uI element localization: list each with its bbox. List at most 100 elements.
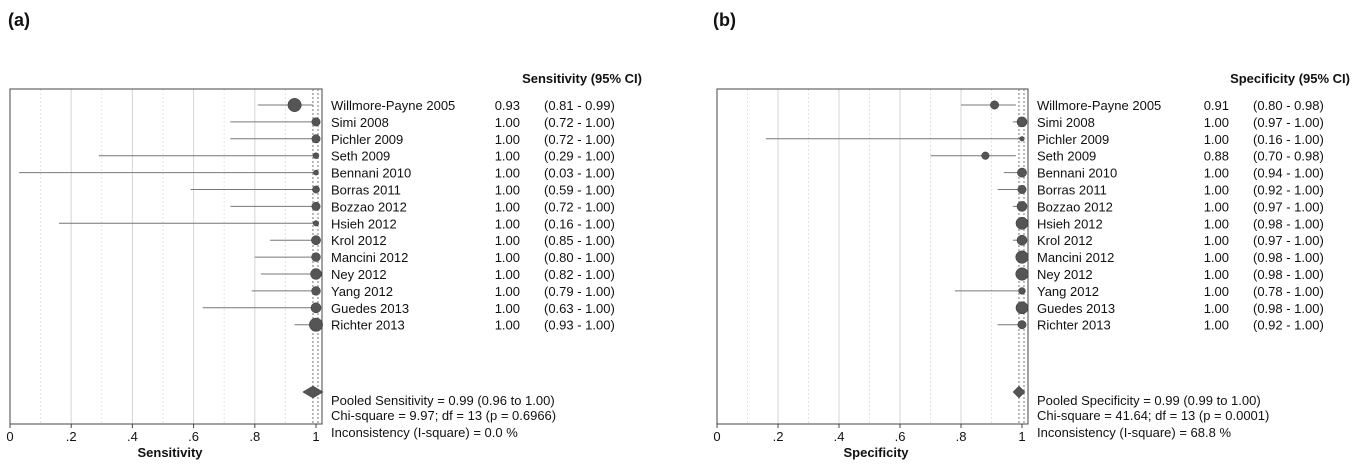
summary-line: Pooled Sensitivity = 0.99 (0.96 to 1.00) (331, 393, 555, 408)
study-estimate: 1.00 (1204, 301, 1229, 316)
study-ci: (0.16 - 1.00) (1253, 132, 1324, 147)
study-row: Simi 2008 1.00 (0.72 - 1.00) (230, 115, 615, 130)
point-estimate (1017, 320, 1027, 330)
forest-panel-b: (b) Specificity (95% CI) Willmore-Payne 20… (713, 10, 1350, 460)
study-row: Pichler 2009 1.00 (0.72 - 1.00) (230, 132, 615, 147)
study-ci: (0.97 - 1.00) (1253, 115, 1324, 130)
point-estimate (1015, 301, 1029, 315)
x-tick-label: .6 (895, 429, 906, 444)
study-name: Yang 2012 (1037, 284, 1099, 299)
study-row: Ney 2012 1.00 (0.98 - 1.00) (1015, 267, 1324, 282)
study-name: Hsieh 2012 (331, 216, 397, 231)
study-name: Ney 2012 (1037, 267, 1093, 282)
point-estimate (1015, 267, 1029, 281)
study-estimate: 1.00 (495, 284, 520, 299)
ci-column-header: Sensitivity (95% CI) (522, 71, 642, 86)
point-estimate (1017, 167, 1027, 178)
point-estimate (311, 252, 321, 262)
study-ci: (0.72 - 1.00) (544, 115, 615, 130)
study-name: Bozzao 2012 (1037, 199, 1113, 214)
pooled-diamond (302, 385, 324, 399)
x-tick-label: .2 (66, 429, 77, 444)
point-estimate (313, 169, 319, 176)
study-name: Borras 2011 (1037, 183, 1107, 198)
study-row: Guedes 2013 1.00 (0.63 - 1.00) (202, 301, 615, 316)
study-ci: (0.97 - 1.00) (1253, 233, 1324, 248)
point-estimate (287, 98, 302, 112)
study-name: Guedes 2013 (331, 301, 409, 316)
study-estimate: 1.00 (1204, 216, 1229, 231)
study-ci: (0.97 - 1.00) (1253, 199, 1324, 214)
point-estimate (311, 201, 321, 211)
study-name: Guedes 2013 (1037, 301, 1115, 316)
study-row: Bennani 2010 1.00 (0.03 - 1.00) (19, 166, 615, 181)
summary-line: Inconsistency (I-square) = 68.8 % (1037, 425, 1231, 440)
point-estimate (1017, 185, 1027, 194)
summary-line: Inconsistency (I-square) = 0.0 % (331, 425, 518, 440)
study-ci: (0.79 - 1.00) (544, 284, 615, 299)
study-ci: (0.70 - 0.98) (1253, 149, 1324, 164)
study-ci: (0.59 - 1.00) (544, 183, 615, 198)
point-estimate (1015, 250, 1029, 264)
point-estimate (1016, 116, 1028, 128)
study-estimate: 1.00 (495, 233, 520, 248)
point-estimate (1016, 234, 1028, 246)
x-tick-label: .2 (773, 429, 784, 444)
study-ci: (0.72 - 1.00) (544, 132, 615, 147)
point-estimate (310, 302, 322, 314)
study-ci: (0.78 - 1.00) (1253, 284, 1324, 299)
study-estimate: 1.00 (495, 149, 520, 164)
summary-line: Pooled Specificity = 0.99 (0.99 to 1.00) (1037, 393, 1261, 408)
point-estimate (312, 152, 320, 159)
point-estimate (310, 268, 322, 280)
point-estimate (313, 220, 319, 227)
study-row: Mancini 2012 1.00 (0.98 - 1.00) (1015, 250, 1324, 265)
study-ci: (0.81 - 0.99) (544, 98, 615, 113)
x-tick-label: 0 (713, 429, 720, 444)
study-name: Krol 2012 (1037, 233, 1093, 248)
study-name: Bozzao 2012 (331, 199, 407, 214)
study-name: Hsieh 2012 (1037, 216, 1103, 231)
study-row: Willmore-Payne 2005 0.93 (0.81 - 0.99) (257, 98, 615, 113)
study-name: Yang 2012 (331, 284, 393, 299)
study-estimate: 1.00 (495, 250, 520, 265)
point-estimate (311, 235, 321, 246)
study-name: Mancini 2012 (1037, 250, 1114, 265)
study-ci: (0.72 - 1.00) (544, 199, 615, 214)
point-estimate (981, 151, 990, 160)
study-ci: (0.92 - 1.00) (1253, 318, 1324, 333)
study-name: Borras 2011 (331, 183, 401, 198)
point-estimate (1018, 287, 1026, 295)
study-row: Yang 2012 1.00 (0.78 - 1.00) (954, 284, 1324, 299)
study-name: Pichler 2009 (331, 132, 403, 147)
study-ci: (0.98 - 1.00) (1253, 250, 1324, 265)
point-estimate (311, 134, 321, 144)
plot-frame (9, 88, 323, 425)
study-row: Richter 2013 1.00 (0.93 - 1.00) (294, 318, 615, 333)
study-estimate: 1.00 (1204, 183, 1229, 198)
study-estimate: 0.93 (495, 98, 520, 113)
ci-column-header: Specificity (95% CI) (1230, 71, 1350, 86)
summary-line: Chi-square = 41.64; df = 13 (p = 0.0001) (1037, 408, 1269, 423)
point-estimate (990, 100, 999, 110)
study-name: Krol 2012 (331, 233, 387, 248)
study-estimate: 1.00 (1204, 132, 1229, 147)
study-ci: (0.80 - 1.00) (544, 250, 615, 265)
study-estimate: 1.00 (1204, 284, 1229, 299)
x-tick-label: .6 (188, 429, 199, 444)
study-name: Seth 2009 (1037, 149, 1096, 164)
x-tick-label: .8 (956, 429, 967, 444)
study-name: Pichler 2009 (1037, 132, 1109, 147)
x-tick-label: 1 (1018, 429, 1025, 444)
study-estimate: 1.00 (495, 132, 520, 147)
study-name: Simi 2008 (331, 115, 389, 130)
study-name: Mancini 2012 (331, 250, 408, 265)
study-ci: (0.29 - 1.00) (544, 149, 615, 164)
study-estimate: 0.88 (1204, 149, 1229, 164)
study-estimate: 1.00 (1204, 115, 1229, 130)
study-row: Willmore-Payne 2005 0.91 (0.80 - 0.98) (961, 98, 1324, 113)
study-ci: (0.63 - 1.00) (544, 301, 615, 316)
study-row: Mancini 2012 1.00 (0.80 - 1.00) (254, 250, 615, 265)
study-name: Seth 2009 (331, 149, 390, 164)
study-name: Simi 2008 (1037, 115, 1095, 130)
